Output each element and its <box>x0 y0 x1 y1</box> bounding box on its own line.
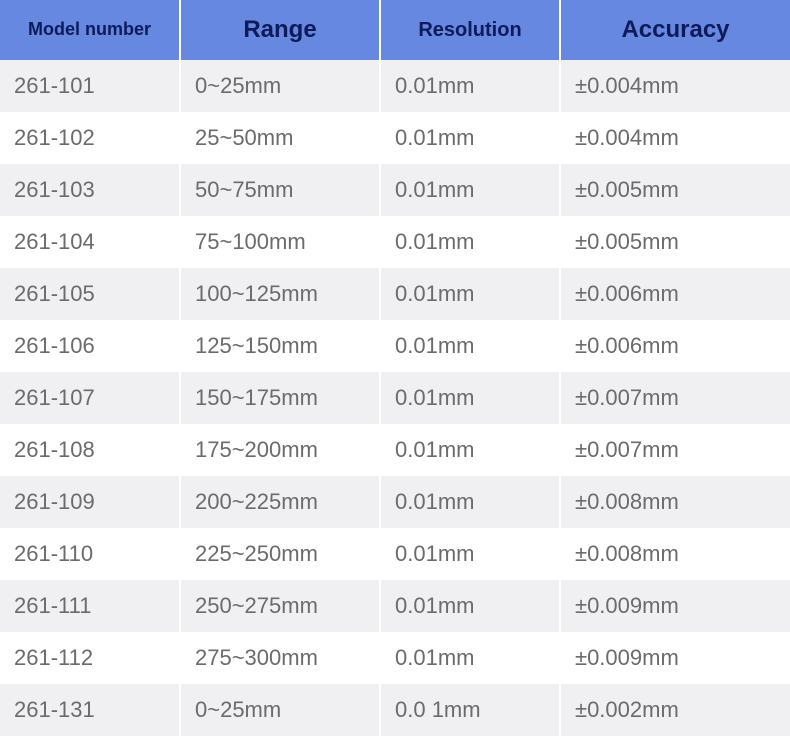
cell-range: 250~275mm <box>180 580 380 632</box>
cell-accuracy: ±0.008mm <box>560 476 790 528</box>
table-row: 261-101 0~25mm 0.01mm ±0.004mm <box>0 60 790 112</box>
table-row: 261-131 0~25mm 0.0 1mm ±0.002mm <box>0 684 790 736</box>
col-header-label: Model number <box>28 19 151 39</box>
cell-range: 0~25mm <box>180 60 380 112</box>
cell-accuracy: ±0.006mm <box>560 268 790 320</box>
cell-resolution: 0.01mm <box>380 424 560 476</box>
cell-range: 100~125mm <box>180 268 380 320</box>
table-row: 261-105 100~125mm 0.01mm ±0.006mm <box>0 268 790 320</box>
col-header-accuracy: Accuracy <box>560 0 790 60</box>
table-row: 261-104 75~100mm 0.01mm ±0.005mm <box>0 216 790 268</box>
cell-accuracy: ±0.005mm <box>560 216 790 268</box>
table-header: Model number Range Resolution Accuracy <box>0 0 790 60</box>
table-row: 261-111 250~275mm 0.01mm ±0.009mm <box>0 580 790 632</box>
cell-model: 261-108 <box>0 424 180 476</box>
cell-resolution: 0.01mm <box>380 112 560 164</box>
cell-accuracy: ±0.007mm <box>560 372 790 424</box>
cell-accuracy: ±0.009mm <box>560 580 790 632</box>
cell-model: 261-106 <box>0 320 180 372</box>
cell-accuracy: ±0.009mm <box>560 632 790 684</box>
cell-accuracy: ±0.007mm <box>560 424 790 476</box>
cell-model: 261-110 <box>0 528 180 580</box>
cell-range: 50~75mm <box>180 164 380 216</box>
table-row: 261-102 25~50mm 0.01mm ±0.004mm <box>0 112 790 164</box>
cell-range: 125~150mm <box>180 320 380 372</box>
spec-table: Model number Range Resolution Accuracy 2… <box>0 0 790 736</box>
table-row: 261-107 150~175mm 0.01mm ±0.007mm <box>0 372 790 424</box>
cell-resolution: 0.01mm <box>380 216 560 268</box>
table-row: 261-110 225~250mm 0.01mm ±0.008mm <box>0 528 790 580</box>
cell-resolution: 0.01mm <box>380 632 560 684</box>
table-row: 261-103 50~75mm 0.01mm ±0.005mm <box>0 164 790 216</box>
cell-resolution: 0.01mm <box>380 60 560 112</box>
cell-resolution: 0.01mm <box>380 372 560 424</box>
col-header-label: Resolution <box>418 19 521 41</box>
cell-range: 150~175mm <box>180 372 380 424</box>
cell-resolution: 0.01mm <box>380 528 560 580</box>
cell-range: 275~300mm <box>180 632 380 684</box>
cell-model: 261-131 <box>0 684 180 736</box>
table-row: 261-112 275~300mm 0.01mm ±0.009mm <box>0 632 790 684</box>
cell-resolution: 0.01mm <box>380 164 560 216</box>
cell-model: 261-111 <box>0 580 180 632</box>
table-row: 261-106 125~150mm 0.01mm ±0.006mm <box>0 320 790 372</box>
cell-range: 0~25mm <box>180 684 380 736</box>
cell-model: 261-101 <box>0 60 180 112</box>
cell-accuracy: ±0.008mm <box>560 528 790 580</box>
col-header-resolution: Resolution <box>380 0 560 60</box>
table-row: 261-109 200~225mm 0.01mm ±0.008mm <box>0 476 790 528</box>
cell-accuracy: ±0.004mm <box>560 112 790 164</box>
col-header-model: Model number <box>0 0 180 60</box>
cell-model: 261-104 <box>0 216 180 268</box>
col-header-range: Range <box>180 0 380 60</box>
cell-resolution: 0.01mm <box>380 580 560 632</box>
cell-accuracy: ±0.005mm <box>560 164 790 216</box>
table-row: 261-108 175~200mm 0.01mm ±0.007mm <box>0 424 790 476</box>
cell-model: 261-102 <box>0 112 180 164</box>
cell-model: 261-107 <box>0 372 180 424</box>
cell-model: 261-103 <box>0 164 180 216</box>
cell-resolution: 0.01mm <box>380 476 560 528</box>
cell-resolution: 0.0 1mm <box>380 684 560 736</box>
col-header-label: Accuracy <box>621 16 729 43</box>
cell-model: 261-109 <box>0 476 180 528</box>
cell-accuracy: ±0.002mm <box>560 684 790 736</box>
cell-resolution: 0.01mm <box>380 320 560 372</box>
cell-accuracy: ±0.006mm <box>560 320 790 372</box>
col-header-label: Range <box>243 16 316 43</box>
cell-range: 225~250mm <box>180 528 380 580</box>
cell-model: 261-105 <box>0 268 180 320</box>
cell-range: 200~225mm <box>180 476 380 528</box>
cell-range: 75~100mm <box>180 216 380 268</box>
cell-range: 25~50mm <box>180 112 380 164</box>
table-body: 261-101 0~25mm 0.01mm ±0.004mm 261-102 2… <box>0 60 790 736</box>
cell-accuracy: ±0.004mm <box>560 60 790 112</box>
cell-model: 261-112 <box>0 632 180 684</box>
cell-range: 175~200mm <box>180 424 380 476</box>
cell-resolution: 0.01mm <box>380 268 560 320</box>
